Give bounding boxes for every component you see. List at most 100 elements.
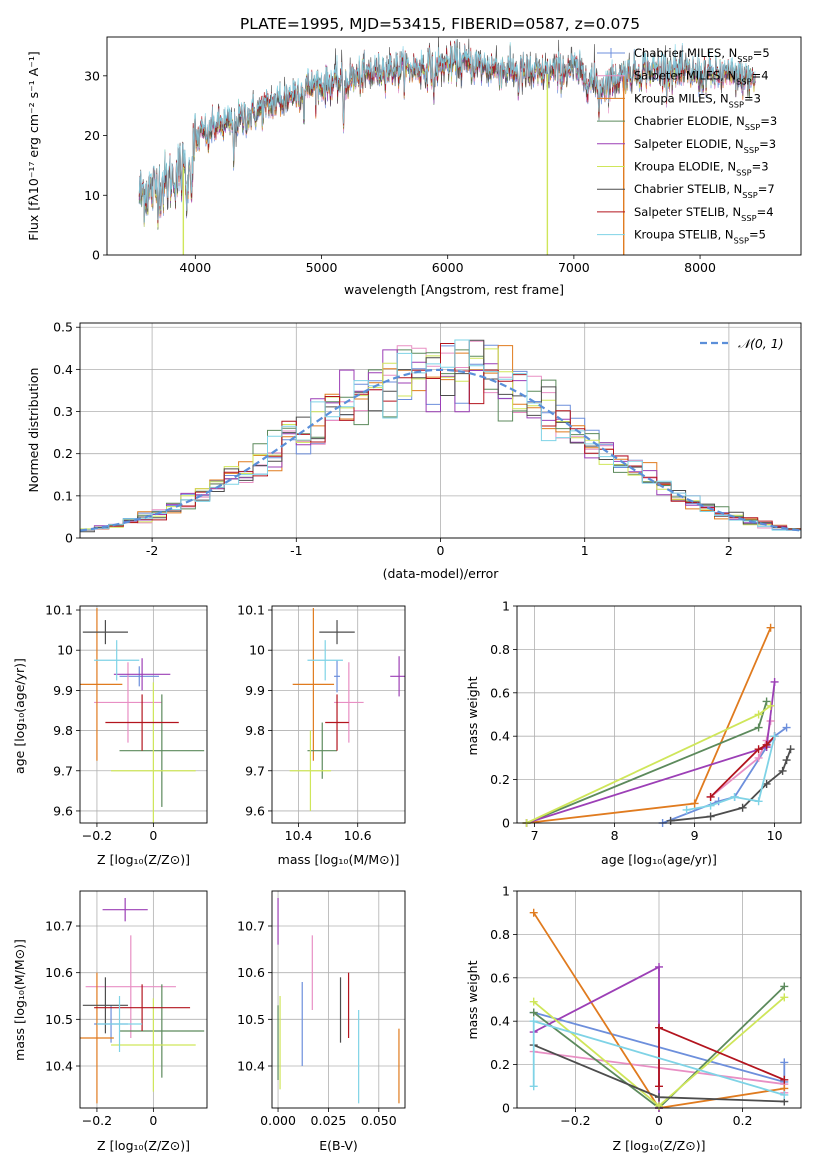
y-tick-label: 9.7 — [53, 763, 73, 778]
plot-area-z-age — [80, 608, 205, 823]
y-tick-label: 0.6 — [490, 685, 510, 700]
series-marker-5 — [529, 997, 538, 1006]
series-marker-5 — [754, 710, 763, 719]
x-axis-label: Z [log₁₀(Z/Z⊙)] — [97, 1138, 190, 1153]
y-tick-label: 0.8 — [490, 927, 510, 942]
series-marker-8 — [780, 1090, 789, 1099]
axes-frame — [79, 322, 802, 539]
y-tick-label: 0 — [92, 248, 100, 263]
y-tick-label: 0.4 — [490, 1014, 510, 1029]
x-tick-label: 2 — [725, 543, 733, 558]
x-axis-label: Z [log₁₀(Z/Z⊙)] — [613, 1138, 706, 1153]
series-marker-6 — [666, 816, 675, 825]
x-tick-label: 0 — [149, 1113, 157, 1128]
series-line-0 — [662, 726, 788, 824]
series-marker-7 — [706, 792, 715, 801]
series-marker-7 — [780, 1075, 789, 1084]
y-tick-label: 0.2 — [490, 1057, 510, 1072]
x-axis-label: mass [log₁₀(M/M⊙)] — [278, 852, 400, 867]
series-marker-7 — [655, 1023, 663, 1032]
y-tick-label: 0.2 — [490, 772, 510, 787]
series-marker-7 — [754, 745, 763, 754]
y-axis-label: Normed distribution — [26, 368, 41, 493]
series-marker-5 — [780, 993, 789, 1002]
y-tick-label: 0.2 — [53, 446, 73, 461]
series-marker-3 — [754, 723, 763, 732]
y-tick-label: 0 — [65, 531, 73, 546]
y-tick-label: 0.5 — [53, 320, 73, 335]
y-tick-label: 1 — [502, 599, 510, 614]
spectrum-series-8 — [138, 39, 756, 223]
legend-entry-3: Chabrier ELODIE, NSSP=3 — [634, 114, 777, 132]
y-tick-label: 10.5 — [45, 1012, 73, 1027]
series-marker-5 — [766, 701, 775, 710]
series-marker-6 — [778, 766, 787, 775]
series-marker-2 — [529, 908, 538, 917]
axes-frame — [271, 890, 406, 1109]
plot-area-z-mass — [80, 898, 205, 1104]
x-tick-label: 0.2 — [733, 1113, 753, 1128]
x-tick-label: 10.4 — [285, 828, 313, 843]
y-tick-label: 10 — [84, 188, 100, 203]
y-axis-label: mass weight — [465, 960, 480, 1039]
series-marker-7 — [655, 1082, 663, 1091]
axes-mass-age: 10.4 10.6 9.6 9.7 9.8 9.9 10 10.1 mass [log₁₀(M/… — [237, 603, 406, 867]
series-marker-2 — [766, 623, 775, 632]
y-tick-label: 9.9 — [245, 683, 265, 698]
x-tick-label: 10 — [767, 828, 783, 843]
y-tick-label: 9.6 — [245, 803, 265, 818]
y-tick-label: 10 — [249, 643, 265, 658]
axes-z-weight: −0.2 0 0.2 0 0.2 0.4 0.6 0.8 1 Z [log₁₀(Z/Z⊙)] mas… — [465, 884, 802, 1153]
x-axis-label: E(B-V) — [319, 1138, 358, 1153]
y-tick-label: 0 — [502, 1101, 510, 1116]
axes-frame — [79, 605, 208, 824]
legend-entry-2: Kroupa MILES, NSSP=3 — [634, 91, 761, 109]
axes-frame — [106, 36, 802, 256]
series-marker-0 — [780, 1058, 789, 1067]
series-marker-8 — [754, 797, 763, 806]
series-marker-8 — [706, 801, 715, 810]
y-tick-label: 9.6 — [53, 803, 73, 818]
x-tick-label: 9 — [691, 828, 699, 843]
y-tick-label: 10.4 — [237, 1059, 265, 1074]
y-tick-label: 10.6 — [237, 965, 265, 980]
series-marker-8 — [682, 805, 691, 814]
x-tick-label: 1 — [581, 543, 589, 558]
legend-entry-5: Kroupa ELODIE, NSSP=3 — [634, 160, 769, 178]
x-axis-label: Z [log₁₀(Z/Z⊙)] — [97, 852, 190, 867]
y-tick-label: 0.6 — [490, 970, 510, 985]
x-tick-label: −0.2 — [82, 828, 112, 843]
x-axis-label: wavelength [Angstrom, rest frame] — [344, 282, 564, 297]
series-marker-3 — [780, 982, 789, 991]
legend-entry-7: Salpeter STELIB, NSSP=4 — [634, 205, 774, 223]
y-tick-label: 0.4 — [490, 729, 510, 744]
series-marker-3 — [762, 697, 771, 706]
series-marker-6 — [782, 756, 791, 765]
series-marker-3 — [529, 1008, 538, 1017]
axes-z-mass: −0.2 0 10.4 10.5 10.6 10.7 Z [log₁₀(Z/Z⊙)] mass… — [12, 890, 208, 1153]
x-tick-label: 0 — [437, 543, 445, 558]
axes-frame — [516, 605, 802, 824]
series-marker-7 — [762, 740, 771, 749]
x-tick-label: 0.050 — [361, 1113, 397, 1128]
x-tick-label: −0.2 — [560, 1113, 590, 1128]
axes-frame — [271, 605, 406, 824]
y-tick-label: 10.5 — [237, 1012, 265, 1027]
y-tick-label: 10.1 — [237, 603, 265, 618]
y-tick-label: 9.9 — [53, 683, 73, 698]
y-tick-label: 0.8 — [490, 642, 510, 657]
y-tick-label: 10.4 — [45, 1059, 73, 1074]
y-tick-label: 0.1 — [53, 488, 73, 503]
y-axis-label: age [log₁₀(age/yr)] — [12, 658, 27, 774]
series-marker-8 — [529, 1082, 538, 1091]
x-tick-label: 0.025 — [311, 1113, 347, 1128]
series-marker-1 — [754, 753, 763, 762]
y-tick-label: 10 — [57, 643, 73, 658]
x-tick-label: 4000 — [179, 260, 211, 275]
legend: 𝒩(0, 1) — [700, 336, 784, 351]
series-line-7 — [709, 735, 776, 798]
y-axis-label: Flux [fλ10⁻¹⁷ erg cm⁻² s⁻¹ A⁻¹] — [26, 51, 41, 240]
y-tick-label: 9.7 — [245, 763, 265, 778]
